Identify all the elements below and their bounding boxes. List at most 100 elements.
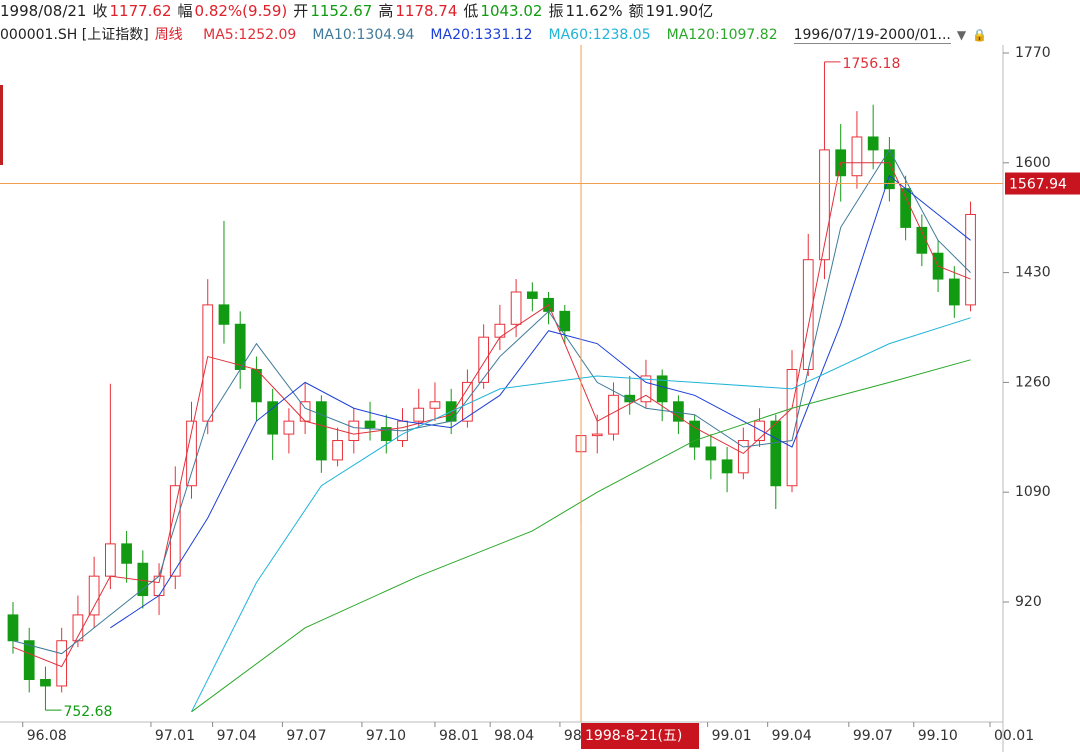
date-range[interactable]: 1996/07/19-2000/01...: [793, 27, 951, 44]
candle-body: [526, 291, 538, 299]
field-label: 振: [548, 2, 564, 20]
field-value: 0.82%(9.59): [194, 2, 288, 20]
y-tick-label: 1600: [1015, 155, 1051, 171]
side-marker: [0, 85, 3, 165]
field-value: 1177.62: [109, 2, 172, 20]
field-label: 高: [378, 2, 394, 20]
field-value: 1043.02: [480, 2, 543, 20]
candle-body: [332, 440, 343, 461]
candle-body: [202, 304, 214, 422]
candle-body: [819, 149, 830, 261]
y-tick-label: 1430: [1015, 265, 1051, 281]
candle-body: [900, 188, 911, 228]
candle-body: [348, 420, 360, 442]
x-tick-label: 97.01: [155, 728, 195, 744]
candle-body: [478, 336, 490, 383]
candle-body: [234, 323, 246, 370]
ma-line: [12, 148, 971, 655]
candle-body: [315, 401, 327, 461]
annotation-label: 1756.18: [842, 56, 900, 72]
candle-body: [786, 368, 798, 487]
candle-body: [705, 446, 717, 461]
crosshair-x-label: 1998-8-21(五): [585, 728, 682, 744]
candle-body: [656, 375, 668, 403]
candle-body: [851, 136, 863, 177]
candle-body: [673, 401, 684, 422]
x-tick-label: 98.01: [439, 728, 479, 744]
candle-body: [364, 420, 376, 429]
x-tick-label: 96.08: [27, 728, 67, 744]
legend-bar: 000001.SH [上证指数] 周线 MA5:1252.09 MA10:1304.…: [0, 24, 993, 46]
candle-body: [40, 679, 51, 687]
candle-body: [754, 420, 765, 442]
crosshair-y-box: [1005, 172, 1080, 195]
candle-body: [737, 440, 749, 474]
ma-line: [191, 359, 971, 713]
y-tick-label: 1260: [1015, 374, 1051, 390]
candle-body: [169, 485, 181, 577]
x-tick-label: 00.01: [994, 728, 1034, 744]
quote-bar: 1998/08/21 收 1177.62 幅 0.82%(9.59) 开 1152.67 高 1…: [0, 0, 719, 22]
x-tick-label: 97.04: [217, 728, 257, 744]
y-tick-label: 920: [1015, 594, 1042, 610]
field-label: 幅: [177, 2, 193, 20]
candle-body: [689, 420, 701, 448]
candle-body: [770, 420, 782, 487]
ma-line: [191, 317, 971, 713]
ma-line: [12, 162, 971, 668]
candle-body: [251, 368, 262, 403]
candle-body: [88, 575, 100, 616]
x-tick-label: 99.04: [772, 728, 812, 744]
date: 1998/08/21: [0, 2, 87, 20]
lock-icon[interactable]: 🔒: [972, 28, 988, 42]
dropdown-icon[interactable]: ▼: [956, 28, 967, 42]
x-tick-label: 99.01: [712, 728, 752, 744]
candle-body: [721, 459, 733, 474]
legend-item: MA20:1331.12: [430, 27, 533, 43]
candle-body: [218, 304, 230, 325]
candle-body: [867, 136, 879, 151]
field-value: 11.62%: [565, 2, 623, 20]
candle-body: [380, 427, 392, 442]
x-tick-label: 97.07: [286, 728, 326, 744]
candle-body: [7, 614, 19, 642]
candle-body: [283, 420, 295, 435]
legend-item: MA10:1304.94: [312, 27, 415, 43]
candle-body: [640, 375, 652, 403]
legend-item: MA60:1238.05: [548, 27, 651, 43]
candle-body: [56, 640, 68, 687]
candle-body: [916, 226, 928, 254]
x-tick-label: 99.07: [853, 728, 893, 744]
symbol: 000001.SH [上证指数]: [0, 27, 149, 43]
field-value: 1178.74: [395, 2, 458, 20]
field-label: 额: [628, 2, 644, 20]
ma-line: [110, 174, 971, 629]
candle-body: [429, 401, 441, 409]
candle-body: [23, 640, 35, 681]
field-value: 191.90亿: [645, 2, 714, 20]
candle-body: [948, 278, 960, 306]
candle-body: [559, 310, 571, 332]
candle-body: [624, 394, 636, 403]
crosshair-y-label: 1567.94: [1009, 177, 1067, 193]
legend-item: MA5:1252.09: [203, 27, 297, 43]
period[interactable]: 周线: [154, 27, 183, 43]
crosshair-x-box: [581, 723, 700, 749]
candle-body: [591, 433, 603, 437]
field-label: 收: [92, 2, 108, 20]
field-label: 开: [293, 2, 309, 20]
field-value: 1152.67: [310, 2, 373, 20]
x-tick-label: 99.10: [918, 728, 958, 744]
legend-item: MA120:1097.82: [666, 27, 778, 43]
x-tick-label: 98.04: [494, 728, 534, 744]
candle-body: [510, 291, 522, 325]
candle-body: [267, 401, 279, 435]
candle-body: [137, 562, 149, 597]
x-tick-label: 97.10: [366, 728, 406, 744]
candle-body: [104, 543, 116, 577]
candle-body: [965, 213, 976, 306]
y-tick-label: 1090: [1015, 484, 1051, 500]
candle-body: [413, 407, 425, 422]
